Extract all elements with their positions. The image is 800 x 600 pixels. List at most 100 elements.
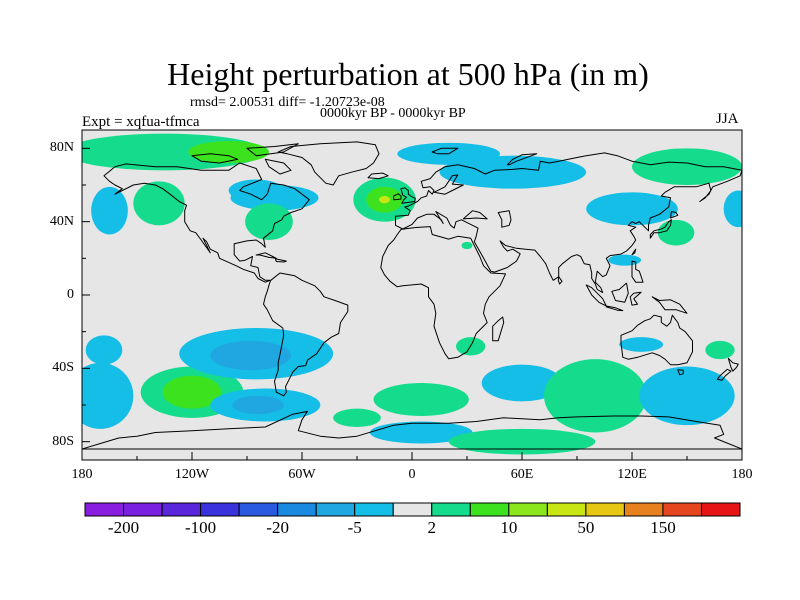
y-tick-label: 0 xyxy=(67,287,74,302)
coastline xyxy=(255,252,277,259)
colorbar xyxy=(84,502,741,517)
field-contour-region xyxy=(373,383,469,416)
season-label: JJA xyxy=(716,111,739,127)
colorbar-swatch xyxy=(277,502,317,517)
colorbar-swatch xyxy=(700,502,741,517)
coastline xyxy=(492,316,505,342)
coastline xyxy=(611,282,629,303)
axis-ticks xyxy=(81,147,743,460)
colorbar-label: 10 xyxy=(500,518,518,537)
coastline xyxy=(506,153,538,166)
coastline xyxy=(274,258,287,263)
field-contour-region xyxy=(544,359,647,433)
coastline xyxy=(727,357,739,372)
coastline xyxy=(670,211,679,219)
field-contour-region xyxy=(333,408,381,428)
x-tick-label: 180 xyxy=(731,467,753,482)
field-contour-region xyxy=(632,148,742,186)
colorbar-swatch xyxy=(546,502,587,517)
colorbar-label: 2 xyxy=(427,518,437,537)
colorbar-swatch xyxy=(623,502,664,517)
field-contour-region xyxy=(379,196,390,204)
experiment-label: Expt = xqfua-tfmca xyxy=(82,114,200,130)
coastline xyxy=(629,291,642,306)
field-contour-region xyxy=(448,428,596,455)
field-contour-region xyxy=(162,375,222,409)
colorbar-swatch xyxy=(354,502,394,517)
perturbation-field xyxy=(82,130,742,460)
field-contour-region xyxy=(439,155,587,189)
coastline xyxy=(557,276,563,285)
colorbar-swatch xyxy=(392,502,433,517)
colorbar-swatch xyxy=(469,502,510,517)
coastline xyxy=(82,410,742,450)
coastline xyxy=(631,260,644,283)
field-contour-region xyxy=(210,340,291,371)
x-tick-label: 0 xyxy=(408,467,416,482)
field-contour-region xyxy=(85,335,123,365)
coastline xyxy=(400,187,416,204)
y-tick-label: 40S xyxy=(52,360,74,376)
coastline xyxy=(263,272,349,397)
coastline xyxy=(605,305,624,312)
x-tick-label: 120W xyxy=(174,467,210,482)
coastline xyxy=(264,158,292,175)
field-contour-region xyxy=(461,241,473,250)
coastline xyxy=(393,193,402,201)
colorbar-label: 50 xyxy=(577,518,595,537)
field-contour-region xyxy=(639,366,735,426)
colorbar-swatch xyxy=(200,502,240,517)
coastline xyxy=(649,219,672,239)
field-contour-region xyxy=(586,192,678,226)
coastline xyxy=(620,314,693,366)
y-tick-label: 40N xyxy=(49,213,74,229)
coastline xyxy=(431,147,459,155)
colorbar-label: 150 xyxy=(650,518,676,537)
coastline xyxy=(277,141,380,186)
coastline xyxy=(367,172,389,180)
coastline xyxy=(103,162,310,283)
field-contour-region xyxy=(705,340,735,360)
colorbar-swatch xyxy=(123,502,163,517)
field-contour-region xyxy=(188,141,269,163)
colorbar-swatch xyxy=(585,502,625,517)
colorbar-swatch xyxy=(508,502,548,517)
field-contour-region xyxy=(228,179,284,202)
field-contour-region xyxy=(608,254,642,266)
field-contour-region xyxy=(481,364,563,402)
field-contour-region xyxy=(657,219,695,246)
colorbar-swatch xyxy=(315,502,356,517)
coastline xyxy=(191,153,239,164)
field-contour-region xyxy=(133,181,185,226)
x-tick-label: 120E xyxy=(617,467,647,482)
coastline xyxy=(380,226,506,360)
coastline xyxy=(395,152,742,294)
stats-line: rmsd= 2.00531 diff= -1.20723e-08 xyxy=(190,95,385,110)
coastline xyxy=(462,210,488,220)
map-title: Height perturbation at 500 hPa (in m) xyxy=(167,56,649,92)
colorbar-swatch xyxy=(238,502,279,517)
colorbar-swatch xyxy=(431,502,471,517)
colorbar-label: -100 xyxy=(184,518,217,537)
coastline xyxy=(716,368,732,381)
colorbar-swatch xyxy=(161,502,202,517)
field-contour-region xyxy=(723,190,742,228)
field-contour-region xyxy=(619,337,664,352)
field-contour-region xyxy=(369,421,473,444)
field-contour-region xyxy=(232,395,284,415)
period-line: 0000kyr BP - 0000kyr BP xyxy=(320,106,466,121)
x-tick-label: 60W xyxy=(288,467,316,482)
colorbar-label: -5 xyxy=(347,518,362,537)
coastline xyxy=(433,174,464,195)
coastline xyxy=(246,143,299,157)
x-tick-label: 180 xyxy=(71,467,93,482)
colorbar-swatch xyxy=(84,502,125,517)
colorbar-swatch xyxy=(662,502,702,517)
coastlines xyxy=(82,141,742,450)
field-contour-region xyxy=(91,186,128,235)
coastline xyxy=(677,369,684,376)
coastline xyxy=(631,248,637,256)
coastline xyxy=(651,296,688,314)
y-tick-label: 80N xyxy=(49,140,74,156)
